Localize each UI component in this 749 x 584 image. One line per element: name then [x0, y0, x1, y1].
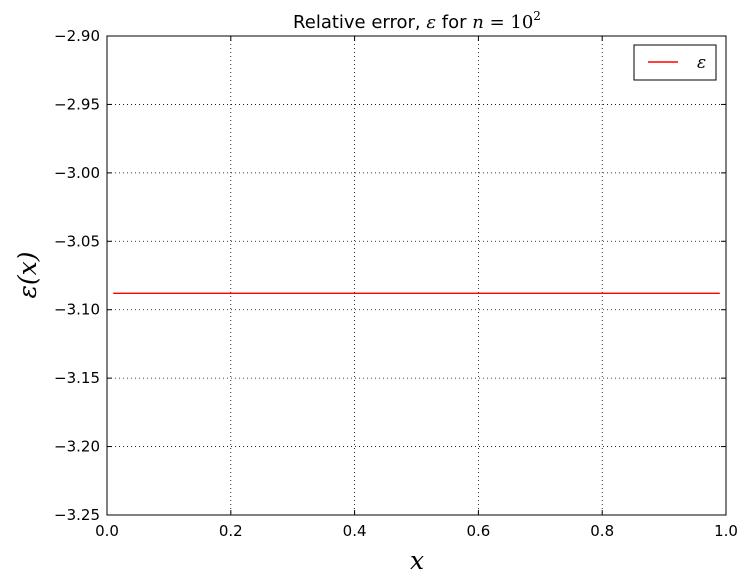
x-tick-label: 0.4 [343, 522, 367, 540]
y-tick-label: −3.05 [54, 232, 100, 250]
x-tick-label: 1.0 [714, 522, 738, 540]
chart-title-prefix: Relative error, [293, 12, 426, 33]
chart-title-base: 10 [510, 12, 533, 33]
chart-title: Relative error, ε for n = 102 [293, 9, 541, 33]
chart-title-n: n [472, 12, 484, 33]
y-tick-label: −3.25 [54, 506, 100, 524]
y-ticks: −2.90 −2.95 −3.00 −3.05 −3.10 −3.15 −3.20 −3.25 [54, 27, 726, 524]
plot-frame [106, 35, 727, 516]
legend-label: ε [697, 53, 706, 73]
x-tick-label: 0.2 [219, 522, 243, 540]
legend: ε [633, 44, 717, 81]
y-tick-label: −3.00 [54, 164, 100, 182]
x-tick-label: 0.6 [466, 522, 490, 540]
grid [107, 36, 726, 515]
chart-title-eq: = [484, 12, 511, 33]
y-tick-label: −2.90 [54, 27, 100, 45]
x-axis-label: x [410, 546, 424, 575]
x-tick-label: 0.8 [590, 522, 614, 540]
x-ticks: 0.0 0.2 0.4 0.6 0.8 1.0 [95, 36, 738, 540]
y-axis-label: ε(x) [13, 251, 42, 298]
y-tick-label: −3.15 [54, 369, 100, 387]
y-tick-label: −3.20 [54, 438, 100, 456]
y-tick-label: −2.95 [54, 95, 100, 113]
chart-title-middle: for [436, 12, 472, 33]
x-tick-label: 0.0 [95, 522, 119, 540]
chart-title-symbol: ε [426, 12, 436, 33]
y-tick-label: −3.10 [54, 301, 100, 319]
chart-title-exponent: 2 [533, 9, 541, 23]
